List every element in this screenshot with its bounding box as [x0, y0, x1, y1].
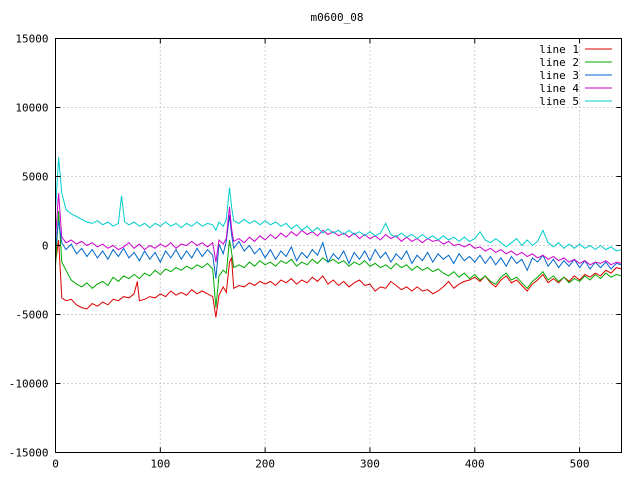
series-line-3 [55, 215, 622, 279]
y-tick-label: 10000 [15, 102, 48, 115]
legend-label-2: line 2 [539, 56, 579, 69]
y-tick-label: 5000 [22, 171, 49, 184]
legend-label-4: line 4 [539, 82, 579, 95]
series-layer [55, 157, 622, 318]
series-line-5 [55, 157, 622, 252]
x-tick-label: 500 [570, 458, 590, 471]
x-tick-label: 400 [465, 458, 485, 471]
y-tick-label: 0 [42, 240, 49, 253]
series-line-4 [55, 193, 622, 266]
legend-label-1: line 1 [539, 43, 579, 56]
y-tick-label: 15000 [15, 33, 48, 46]
legend-label-5: line 5 [539, 95, 579, 108]
y-tick-label: -5000 [15, 309, 48, 322]
x-tick-label: 200 [255, 458, 275, 471]
y-tick-label: -10000 [9, 378, 49, 391]
x-tick-label: 0 [52, 458, 59, 471]
y-tick-label: -15000 [9, 447, 49, 460]
ticks-layer: 0 100 200 300 400 500 15000 10000 5000 0 -5000 -100… [9, 33, 622, 471]
chart-title: m0600_08 [311, 11, 364, 24]
x-tick-label: 300 [360, 458, 380, 471]
legend-label-3: line 3 [539, 69, 579, 82]
series-line-1 [55, 239, 622, 318]
x-tick-label: 100 [150, 458, 170, 471]
grid-layer [55, 38, 622, 453]
